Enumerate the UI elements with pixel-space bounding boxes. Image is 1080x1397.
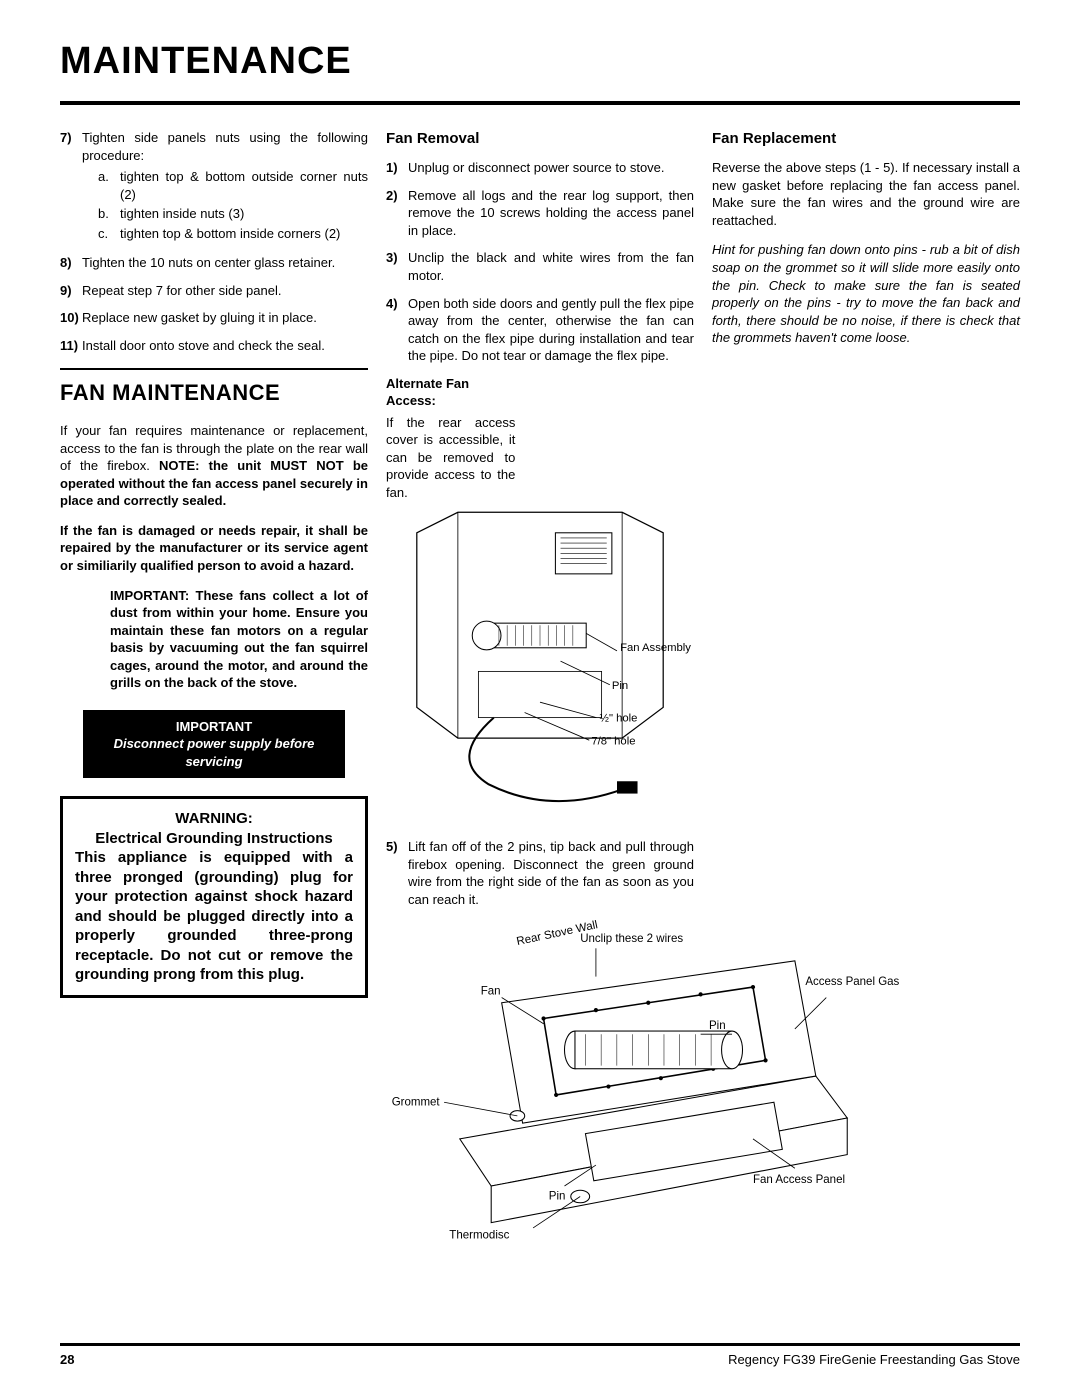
page-number: 28 [60,1352,74,1367]
step-num: 5) [386,838,408,908]
sub-let: a. [98,168,112,203]
fan-replacement-heading: Fan Replacement [712,129,1020,149]
left-column: 7) Tighten side panels nuts using the fo… [60,129,368,1272]
label-thermodisc: Thermodisc [449,1229,509,1241]
step-num: 10) [60,309,82,327]
sub-let: c. [98,225,112,243]
diagram-stove-rear: Alternate Fan Access: If the rear access… [386,375,694,825]
fan-p3: IMPORTANT: These fans collect a lot of d… [60,587,368,692]
removal-step5: 5)Lift fan off of the 2 pins, tip back a… [386,838,694,908]
rem-3: 3)Unclip the black and white wires from … [386,249,694,284]
rem-4: 4)Open both side doors and gently pull t… [386,295,694,365]
step-9: 9)Repeat step 7 for other side panel. [60,282,368,300]
label-fan-assembly: Fan Assembly [620,641,691,653]
middle-column: Fan Removal 1)Unplug or disconnect power… [386,129,694,1272]
warning-box: WARNING: Electrical Grounding Instructio… [60,796,368,998]
rem-5: 5)Lift fan off of the 2 pins, tip back a… [386,838,694,908]
sub-b: b. tighten inside nuts (3) [98,205,368,223]
fan-p1: If your fan requires maintenance or repl… [60,422,368,510]
title-rule [60,101,1020,105]
step-text: Open both side doors and gently pull the… [408,295,694,365]
sub-let: b. [98,205,112,223]
step-text: Replace new gasket by gluing it in place… [82,309,368,327]
step-num: 8) [60,254,82,272]
label-unclip: Unclip these 2 wires [580,933,683,945]
label-seveneighths-hole: 7/8" hole [591,735,635,747]
important-title: IMPORTANT [93,718,335,736]
removal-steps: 1)Unplug or disconnect power source to s… [386,159,694,364]
stove-rear-svg: Fan Assembly Pin ½" hole 7/8" hole [386,502,694,820]
label-pin: Pin [612,679,628,691]
step-num: 9) [60,282,82,300]
alt-access-title: Alternate Fan Access: [386,375,515,410]
step-text: Install door onto stove and check the se… [82,337,368,355]
step-text: Unclip the black and white wires from th… [408,249,694,284]
label-half-hole: ½" hole [600,712,638,724]
content-columns: 7) Tighten side panels nuts using the fo… [60,129,1020,1272]
fan-removal-heading: Fan Removal [386,129,694,149]
step-text: Repeat step 7 for other side panel. [82,282,368,300]
rem-1: 1)Unplug or disconnect power source to s… [386,159,694,177]
fan-p2: If the fan is damaged or needs repair, i… [60,522,368,575]
alt-access-body: If the rear access cover is accessible, … [386,414,515,502]
step-7-sub: a.tighten top & bottom outside corner nu… [82,168,368,242]
fan-maintenance-heading: FAN MAINTENANCE [60,378,368,408]
step-7: 7) Tighten side panels nuts using the fo… [60,129,368,244]
sub-a: a.tighten top & bottom outside corner nu… [98,168,368,203]
step-11: 11)Install door onto stove and check the… [60,337,368,355]
label-pin-bot: Pin [549,1190,566,1202]
replacement-hint: Hint for pushing fan down onto pins - ru… [712,241,1020,346]
warning-body: This appliance is equipped with a three … [75,849,353,983]
step-text: Unplug or disconnect power source to sto… [408,159,694,177]
footer-rule [60,1343,1020,1346]
right-column: Fan Replacement Reverse the above steps … [712,129,1020,1272]
label-fan: Fan [481,985,501,997]
step-num: 3) [386,249,408,284]
step-text: Remove all logs and the rear log support… [408,187,694,240]
step-num: 2) [386,187,408,240]
step-text: Tighten the 10 nuts on center glass reta… [82,254,368,272]
warning-subtitle: Electrical Grounding Instructions [75,829,353,849]
rem-2: 2)Remove all logs and the rear log suppo… [386,187,694,240]
step-num: 1) [386,159,408,177]
replacement-p1: Reverse the above steps (1 - 5). If nece… [712,159,1020,229]
sub-c: c. tighten top & bottom inside corners (2… [98,225,368,243]
step-num: 4) [386,295,408,365]
step-7-text: Tighten side panels nuts using the follo… [82,130,368,163]
important-body: Disconnect power supply before servicing [93,735,335,770]
important-box: IMPORTANT Disconnect power supply before… [83,710,345,779]
step-text: Lift fan off of the 2 pins, tip back and… [408,838,694,908]
page-title: MAINTENANCE [60,40,1020,83]
doc-title: Regency FG39 FireGenie Freestanding Gas … [728,1352,1020,1367]
sub-text: tighten top & bottom inside corners (2) [120,225,340,243]
warning-title: WARNING: [75,809,353,829]
step-10: 10)Replace new gasket by gluing it in pl… [60,309,368,327]
section-rule [60,368,368,370]
sub-text: tighten top & bottom outside corner nuts… [120,168,368,203]
step-8: 8)Tighten the 10 nuts on center glass re… [60,254,368,272]
step-num: 7) [60,129,82,244]
sub-text: tighten inside nuts (3) [120,205,244,223]
label-grommet: Grommet [392,1096,441,1108]
step-num: 11) [60,337,82,355]
step-text: Tighten side panels nuts using the follo… [82,129,368,244]
left-steps: 7) Tighten side panels nuts using the fo… [60,129,368,354]
page-footer: 28 Regency FG39 FireGenie Freestanding G… [60,1343,1020,1367]
